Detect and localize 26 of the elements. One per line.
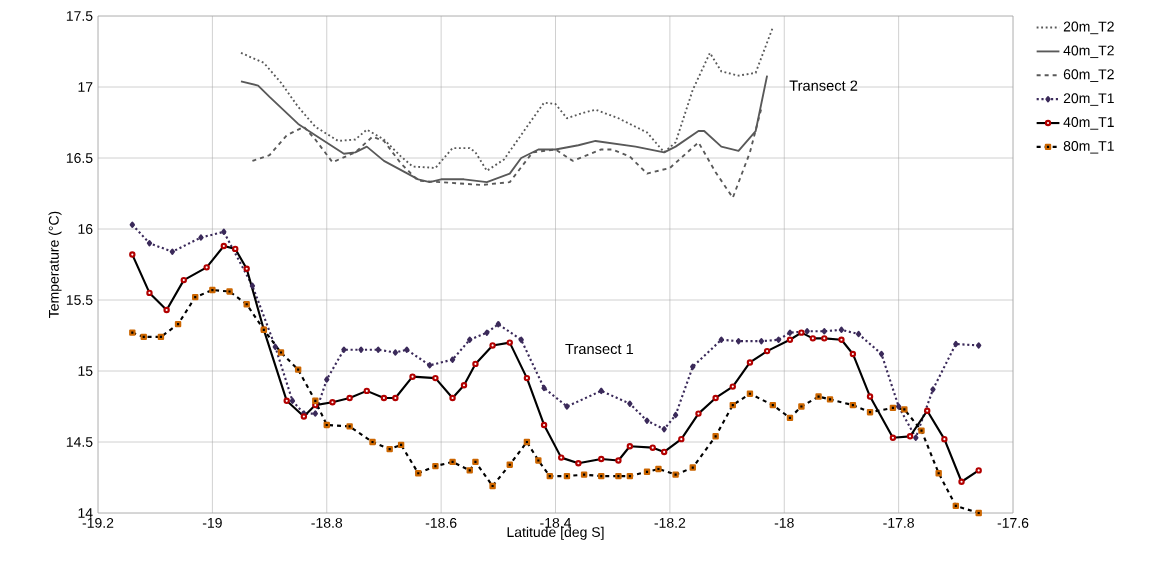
legend-label: 60m_T2 bbox=[1063, 69, 1114, 82]
y-tick-label: 17.5 bbox=[66, 11, 93, 21]
legend-label: 20m_T2 bbox=[1063, 21, 1114, 35]
x-tick-label: -19.2 bbox=[82, 517, 114, 528]
y-tick-label: 16.5 bbox=[66, 153, 93, 163]
y-tick-label: 15.5 bbox=[66, 295, 93, 305]
x-tick-label: -17.6 bbox=[997, 517, 1029, 528]
x-tick-label: -17.8 bbox=[883, 517, 914, 528]
annotation: Transect 2 bbox=[789, 80, 858, 91]
y-tick-label: 17 bbox=[78, 82, 93, 92]
x-tick-label: -19 bbox=[202, 517, 222, 528]
legend-label: 20m_T1 bbox=[1063, 93, 1114, 106]
y-tick-label: 15 bbox=[78, 366, 93, 376]
x-tick-label: -18.6 bbox=[425, 517, 457, 528]
y-tick-label: 16 bbox=[78, 224, 93, 234]
legend-label: 40m_T2 bbox=[1063, 45, 1114, 59]
x-tick-label: -18.8 bbox=[311, 517, 343, 528]
x-tick-label: -18.2 bbox=[654, 517, 686, 528]
y-tick-label: 14.5 bbox=[66, 437, 93, 447]
legend-label: 40m_T1 bbox=[1063, 117, 1114, 130]
annotation: Transect 1 bbox=[565, 343, 634, 355]
y-tick-label: 14 bbox=[78, 508, 93, 518]
x-tick-label: -18 bbox=[774, 517, 794, 528]
y-axis-title: Temperature (°C) bbox=[48, 211, 62, 318]
legend-label: 80m_T1 bbox=[1063, 140, 1114, 154]
x-tick-label: -18.4 bbox=[540, 517, 572, 528]
